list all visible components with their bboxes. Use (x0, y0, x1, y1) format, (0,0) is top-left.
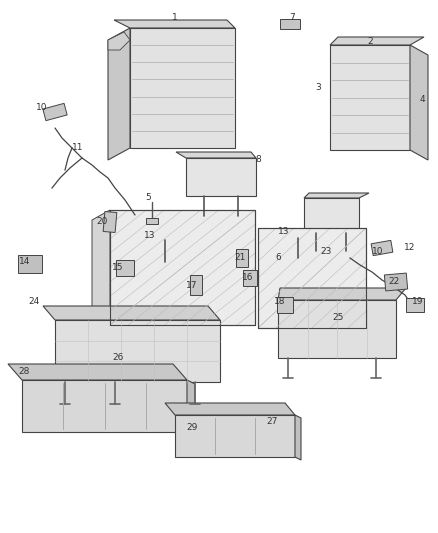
Polygon shape (330, 37, 424, 45)
Polygon shape (176, 152, 256, 158)
Polygon shape (175, 415, 295, 457)
Polygon shape (92, 210, 110, 335)
Text: 13: 13 (144, 230, 156, 239)
Text: 8: 8 (255, 156, 261, 165)
Polygon shape (371, 240, 393, 256)
Text: 10: 10 (372, 247, 384, 256)
Text: 16: 16 (242, 273, 254, 282)
Text: 27: 27 (266, 417, 278, 426)
Text: 2: 2 (367, 37, 373, 46)
Text: 28: 28 (18, 367, 30, 376)
Polygon shape (330, 45, 410, 150)
Polygon shape (22, 380, 187, 432)
Polygon shape (277, 297, 293, 313)
Polygon shape (114, 20, 235, 28)
Polygon shape (384, 273, 408, 291)
Polygon shape (146, 218, 158, 224)
Polygon shape (103, 212, 117, 232)
Text: 14: 14 (19, 257, 31, 266)
Text: 17: 17 (186, 280, 198, 289)
Text: 23: 23 (320, 247, 332, 256)
Polygon shape (406, 298, 424, 312)
Text: 7: 7 (289, 13, 295, 22)
Polygon shape (304, 193, 369, 198)
Polygon shape (280, 19, 300, 29)
Text: 6: 6 (275, 254, 281, 262)
Text: 24: 24 (28, 297, 39, 306)
Polygon shape (304, 198, 359, 233)
Polygon shape (108, 32, 130, 50)
Text: 10: 10 (36, 103, 48, 112)
Text: 18: 18 (274, 297, 286, 306)
Polygon shape (110, 210, 255, 325)
Polygon shape (43, 103, 67, 120)
Polygon shape (43, 306, 220, 320)
Polygon shape (278, 288, 406, 300)
Polygon shape (236, 249, 248, 267)
Polygon shape (278, 300, 396, 358)
Text: 15: 15 (112, 263, 124, 272)
Text: 1: 1 (172, 13, 178, 22)
Polygon shape (8, 364, 187, 380)
Polygon shape (187, 380, 195, 436)
Text: 13: 13 (278, 228, 290, 237)
Polygon shape (190, 275, 202, 295)
Text: 21: 21 (234, 254, 246, 262)
Text: 4: 4 (419, 95, 425, 104)
Polygon shape (108, 28, 130, 160)
Text: 19: 19 (412, 297, 424, 306)
Text: 12: 12 (404, 244, 416, 253)
Text: 11: 11 (72, 143, 84, 152)
Text: 20: 20 (96, 217, 108, 227)
Polygon shape (165, 403, 295, 415)
Text: 3: 3 (315, 84, 321, 93)
Text: 26: 26 (112, 353, 124, 362)
Polygon shape (130, 28, 235, 148)
Text: 25: 25 (332, 313, 344, 322)
Polygon shape (243, 270, 257, 286)
Polygon shape (55, 320, 220, 382)
Text: 29: 29 (186, 424, 198, 432)
Polygon shape (258, 228, 366, 328)
Polygon shape (18, 255, 42, 273)
Text: 5: 5 (145, 193, 151, 203)
Polygon shape (186, 158, 256, 196)
Polygon shape (295, 415, 301, 460)
Polygon shape (116, 260, 134, 276)
Text: 22: 22 (389, 278, 399, 287)
Polygon shape (410, 45, 428, 160)
